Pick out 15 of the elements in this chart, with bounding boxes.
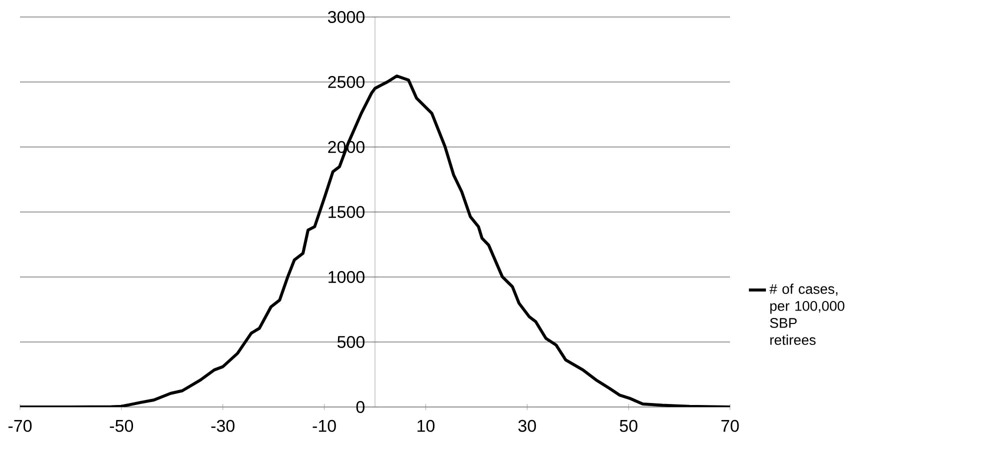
y-tick-label: 0 — [356, 400, 364, 414]
y-tick-label: 2500 — [328, 76, 364, 88]
x-tick-label: 10 — [418, 420, 435, 432]
x-tick-label: -70 — [8, 420, 32, 432]
y-tick-label: 500 — [337, 336, 364, 348]
x-tick-label: 70 — [721, 420, 739, 432]
y-tick-label: 3000 — [328, 10, 364, 24]
y-tick-label: 1000 — [328, 270, 364, 284]
x-tick-label: 50 — [620, 420, 638, 432]
x-tick-label: -50 — [110, 420, 134, 432]
y-tick-label: 1500 — [328, 206, 364, 218]
x-tick-label: -30 — [211, 420, 234, 432]
x-tick-label: 30 — [518, 420, 536, 432]
legend-label: # of cases, per 100,000 SBP retirees — [769, 284, 844, 345]
x-tick-label: -10 — [312, 420, 336, 432]
